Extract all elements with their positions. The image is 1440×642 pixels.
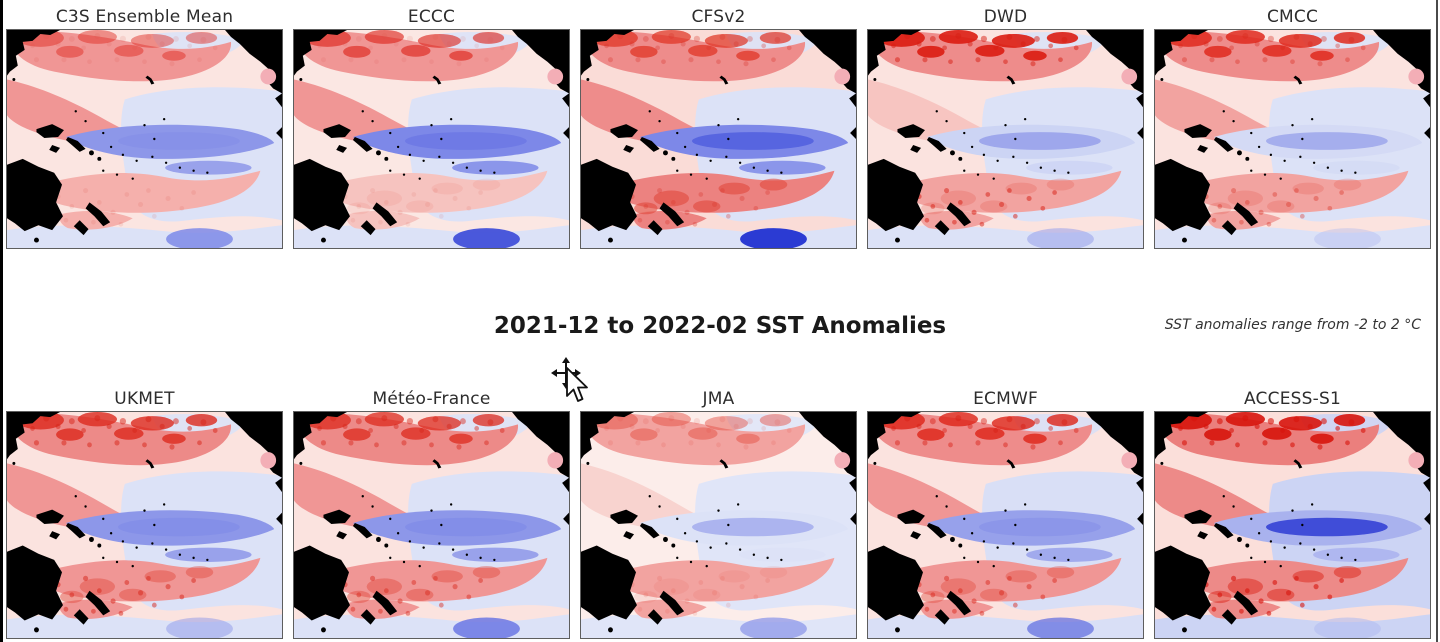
model-title: CFSv2 xyxy=(691,7,746,27)
coastal-pink-dot xyxy=(834,452,851,469)
island-specks xyxy=(74,110,209,180)
coastal-pink-dot xyxy=(547,452,564,469)
island-specks xyxy=(648,110,783,180)
coastal-pink-dot xyxy=(1121,452,1138,469)
island-specks xyxy=(361,495,496,568)
model-panel-2: ECCC xyxy=(293,6,570,249)
model-title: CMCC xyxy=(1266,7,1319,27)
pointer-arrow-icon xyxy=(566,367,588,402)
model-title: ACCESS-S1 xyxy=(1244,389,1341,409)
island-specks xyxy=(361,110,496,180)
coastal-pink-dot xyxy=(547,68,564,85)
land-masses xyxy=(581,30,856,243)
model-panel-5: CMCC xyxy=(1154,6,1431,249)
video-edge-left xyxy=(0,0,3,642)
sst-anomaly-map xyxy=(1154,29,1431,249)
island-specks xyxy=(74,495,209,568)
sst-anomaly-map xyxy=(867,29,1144,249)
figure-title: 2021-12 to 2022-02 SST Anomalies xyxy=(493,313,947,339)
model-panel-4: DWD xyxy=(867,6,1144,249)
model-panel-3: CFSv2 xyxy=(580,6,857,249)
mouse-cursor xyxy=(551,356,597,406)
coastal-pink-dot xyxy=(1121,68,1138,85)
sst-anomaly-map xyxy=(293,29,570,249)
model-title: Météo-France xyxy=(372,389,491,409)
coastal-pink-dot xyxy=(834,68,851,85)
model-title: ECCC xyxy=(407,7,456,27)
model-panel-7: Météo-France xyxy=(293,388,570,639)
island-specks xyxy=(1222,110,1357,180)
model-title: DWD xyxy=(983,7,1028,27)
model-title: JMA xyxy=(702,389,735,409)
island-specks xyxy=(648,495,783,568)
model-panel-8: JMA xyxy=(580,388,857,639)
model-title: C3S Ensemble Mean xyxy=(55,7,234,27)
model-panel-6: UKMET xyxy=(6,388,283,639)
sst-anomaly-map xyxy=(6,29,283,249)
sst-anomaly-map xyxy=(580,411,857,639)
sst-anomaly-map xyxy=(867,411,1144,639)
model-title: ECMWF xyxy=(973,389,1038,409)
model-title: UKMET xyxy=(114,389,175,409)
model-panel-9: ECMWF xyxy=(867,388,1144,639)
coastal-pink-dot xyxy=(260,68,277,85)
sst-anomaly-map xyxy=(1154,411,1431,639)
coastal-pink-dot xyxy=(1408,452,1425,469)
land-masses xyxy=(294,30,569,243)
sst-anomaly-map xyxy=(6,411,283,639)
island-specks xyxy=(935,495,1070,568)
model-row-bottom: UKMET xyxy=(6,388,1431,639)
island-specks xyxy=(1222,495,1357,568)
figure-annotation: SST anomalies range from -2 to 2 °C xyxy=(1164,317,1421,333)
model-panel-10: ACCESS-S1 xyxy=(1154,388,1431,639)
island-specks xyxy=(935,110,1070,180)
coastal-pink-dot xyxy=(1408,68,1425,85)
sst-anomaly-map xyxy=(580,29,857,249)
video-edge-right xyxy=(1436,0,1438,642)
move-pointer-icon xyxy=(551,357,588,402)
sst-anomaly-map xyxy=(293,411,570,639)
model-row-top: C3S Ensemble Mean xyxy=(6,6,1431,249)
coastal-pink-dot xyxy=(260,452,277,469)
model-panel-1: C3S Ensemble Mean xyxy=(6,6,283,249)
